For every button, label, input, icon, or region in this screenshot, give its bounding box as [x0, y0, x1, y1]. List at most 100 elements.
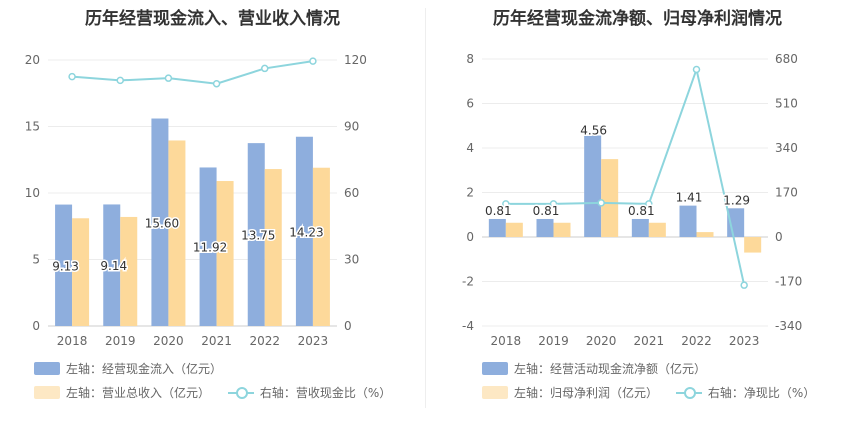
- bar-2023: [312, 167, 330, 326]
- x-tick-label: 2023: [729, 334, 760, 348]
- legend-label: 左轴：营业总收入（亿元）: [66, 386, 211, 400]
- x-tick-label: 2022: [249, 334, 280, 348]
- legend-item-net-ratio[interactable]: 右轴：净现比（%）: [675, 384, 816, 401]
- legend-item-net-cashflow[interactable]: 左轴：经营活动现金流净额（亿元）: [482, 360, 706, 377]
- legend-swatch: [482, 362, 508, 375]
- x-tick-label: 2020: [153, 334, 184, 348]
- bar-2020: [168, 140, 186, 326]
- line-point-2023: [309, 57, 317, 65]
- ratio-line: [72, 60, 314, 85]
- y-left-tick-label: 0: [32, 319, 40, 333]
- y-left-tick-label: -4: [462, 319, 474, 333]
- bar-2019: [120, 216, 138, 326]
- data-label: 9.13: [52, 259, 79, 273]
- bar-2021: [648, 222, 666, 237]
- x-tick-label: 2018: [491, 334, 522, 348]
- y-right-tick-label: -170: [775, 275, 802, 289]
- legend-line-swatch: [675, 386, 702, 399]
- y-left-tick-label: 6: [466, 97, 474, 111]
- line-point-2020: [164, 74, 173, 82]
- chart-title: 历年经营现金流净额、归母净利润情况: [493, 9, 782, 29]
- x-tick-label: 2023: [298, 334, 329, 348]
- y-right-tick-label: 90: [344, 120, 359, 134]
- data-label: 0.81: [533, 204, 560, 218]
- line-point-2021: [212, 79, 221, 88]
- y-right-tick-label: 0: [775, 230, 783, 244]
- data-label: 1.29: [723, 193, 750, 207]
- bar-2018: [72, 218, 90, 326]
- y-right-tick-label: 0: [344, 319, 352, 333]
- line-point-2022: [692, 65, 701, 74]
- y-left-tick-label: 4: [466, 141, 474, 155]
- data-label: 1.41: [676, 191, 703, 205]
- data-label: 14.23: [289, 225, 323, 239]
- y-left-tick-label: 20: [25, 53, 40, 67]
- chart-plot: -4 -2 0 2 4 6 8 -340 -170 0 170 340 510 680 2018 2019 20…: [462, 52, 802, 348]
- line-point-2018: [502, 200, 510, 208]
- x-tick-label: 2021: [634, 334, 665, 348]
- y-right-tick-label: 60: [344, 186, 359, 200]
- line-point-2019: [116, 76, 124, 85]
- data-label: 0.81: [628, 204, 655, 218]
- legend-label: 右轴：营收现金比（%）: [259, 386, 392, 400]
- y-right-tick-label: 30: [344, 253, 359, 267]
- bar-2019: [553, 222, 571, 237]
- ratio-line: [505, 65, 746, 286]
- line-point-2020: [597, 199, 605, 207]
- bar-2020: [601, 159, 619, 237]
- x-tick-label: 2019: [538, 334, 569, 348]
- bar-2020: [584, 135, 602, 237]
- legend-row-2: 左轴：归母净利润（亿元） 右轴：净现比（%）: [482, 384, 829, 402]
- legend-row-1: 左轴：经营活动现金流净额（亿元）: [482, 360, 720, 378]
- chart-panel-netcash-profit: 历年经营现金流净额、归母净利润情况 -4 -2 0 2 4 6 8 -340 -170 0 170 3…: [425, 0, 850, 437]
- y-left-tick-label: 15: [25, 120, 40, 134]
- legend-line-swatch: [227, 386, 254, 399]
- legend-swatch: [34, 386, 60, 399]
- legend-item-ratio[interactable]: 右轴：营收现金比（%）: [227, 384, 392, 401]
- legend-item-net-profit[interactable]: 左轴：归母净利润（亿元）: [482, 384, 658, 401]
- data-label: 13.75: [241, 229, 275, 243]
- line-point-2018: [68, 72, 76, 81]
- legend-row-2: 左轴：营业总收入（亿元） 右轴：营收现金比（%）: [34, 384, 405, 402]
- y-right-tick-label: 680: [775, 52, 798, 66]
- bar-2022: [679, 205, 697, 237]
- x-tick-label: 2020: [586, 334, 617, 348]
- y-left-tick-label: 10: [25, 186, 40, 200]
- data-label: 0.81: [485, 204, 512, 218]
- bar-2022: [264, 169, 282, 326]
- bar-2018: [488, 218, 506, 237]
- bar-2019: [103, 204, 121, 326]
- data-label: 11.92: [193, 241, 227, 255]
- bar-2023: [744, 237, 762, 253]
- legend-swatch: [34, 362, 60, 375]
- bar-2021: [631, 218, 649, 237]
- legend-item-cash-inflow[interactable]: 左轴：经营现金流入（亿元）: [34, 360, 222, 377]
- bar-2019: [536, 218, 554, 237]
- chart-plot: 0 5 10 15 20 0 30 60 90 120 2018 2019 2020 2021 2022 20…: [25, 53, 367, 348]
- chart-panel-cashflow-revenue: 历年经营现金流入、营业收入情况 0 5 10 15 20 0 30 60 90 120 2018 20…: [25, 9, 405, 402]
- legend-label: 左轴：经营活动现金流净额（亿元）: [514, 362, 707, 376]
- line-point-2023: [740, 281, 748, 289]
- bar-2021: [216, 181, 234, 326]
- bar-2023: [295, 136, 313, 326]
- data-label: 9.14: [100, 259, 127, 273]
- bar-2021: [199, 167, 217, 326]
- x-tick-label: 2022: [681, 334, 712, 348]
- x-tick-label: 2021: [201, 334, 232, 348]
- data-label: 4.56: [580, 124, 607, 138]
- y-left-tick-label: 0: [466, 230, 474, 244]
- y-right-tick-label: 510: [775, 97, 798, 111]
- y-left-tick-label: 5: [32, 253, 40, 267]
- y-right-tick-label: -340: [775, 319, 802, 333]
- chart-title: 历年经营现金流入、营业收入情况: [85, 9, 340, 29]
- bar-2018: [55, 204, 73, 326]
- y-right-tick-label: 170: [775, 186, 798, 200]
- legend-label: 右轴：净现比（%）: [707, 386, 816, 400]
- y-right-tick-label: 340: [775, 141, 798, 155]
- y-left-tick-label: 2: [466, 186, 474, 200]
- y-right-tick-label: 120: [344, 53, 367, 67]
- data-label: 15.60: [145, 216, 179, 230]
- bar-2022: [696, 232, 714, 237]
- bar-2022: [247, 143, 265, 326]
- legend-item-revenue[interactable]: 左轴：营业总收入（亿元）: [34, 384, 210, 401]
